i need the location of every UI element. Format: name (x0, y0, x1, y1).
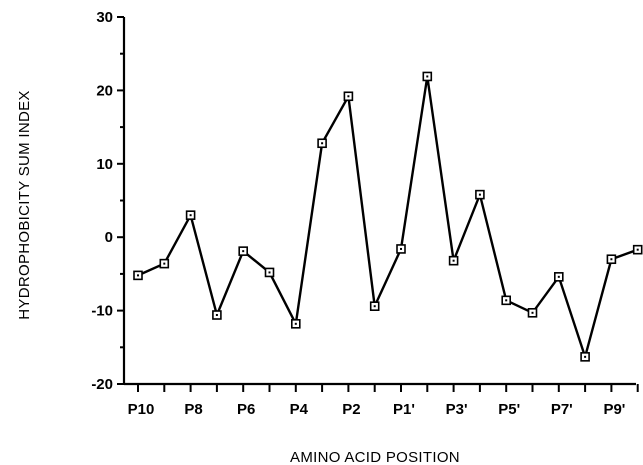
point-marker-dot (242, 250, 245, 253)
point-marker-dot (426, 75, 429, 78)
point-marker-dot (268, 271, 271, 274)
data-point (290, 319, 301, 329)
y-tick-label: 10 (96, 156, 113, 173)
point-marker-dot (505, 299, 508, 302)
point-marker-dot (557, 275, 560, 278)
series-line (137, 76, 639, 361)
x-tick-label: P4 (290, 401, 309, 418)
data-point (343, 91, 354, 102)
data-point (553, 272, 564, 282)
x-tick-label: P1' (393, 401, 415, 418)
point-marker-dot (584, 355, 587, 358)
y-tick-label: 0 (105, 229, 113, 246)
data-point (133, 270, 143, 281)
y-ticks: -20 -10 0 10 20 30 (91, 9, 124, 393)
x-tick-label: P2 (342, 401, 360, 418)
data-point (475, 189, 485, 200)
x-tick-label: P9' (603, 401, 625, 418)
data-point (580, 352, 590, 362)
x-tick-label: P10 (128, 401, 155, 418)
data-point (264, 267, 275, 278)
data-point (185, 210, 196, 220)
data-point (448, 255, 459, 266)
point-marker-dot (347, 95, 350, 98)
x-tick-label: P3' (446, 401, 468, 418)
point-marker-dot (373, 305, 376, 308)
point-marker-dot (137, 274, 139, 277)
point-marker-dot (189, 214, 192, 217)
data-points (133, 71, 643, 362)
data-point (159, 258, 170, 269)
y-axis-title: HYDROPHOBICITY SUM INDEX (16, 90, 33, 319)
data-series (137, 76, 639, 361)
data-point (606, 254, 617, 265)
x-ticks: P10 P8 P6 P4 P2 P1' P3' P5' P7' P9' (128, 384, 639, 418)
point-marker-dot (636, 248, 639, 251)
point-marker-dot (400, 247, 402, 250)
point-marker-dot (163, 262, 166, 265)
data-point (369, 301, 380, 311)
x-axis-title: AMINO ACID POSITION (290, 449, 460, 465)
y-tick-label: 30 (96, 9, 113, 26)
y-tick-label: -20 (91, 376, 113, 393)
data-point (212, 310, 222, 320)
point-marker-dot (294, 322, 297, 325)
data-point (527, 308, 538, 318)
y-tick-label: 20 (96, 82, 113, 99)
x-tick-label: P5' (498, 401, 520, 418)
x-tick-label: P8 (184, 401, 202, 418)
data-point (238, 246, 248, 256)
x-tick-label: P7' (551, 401, 573, 418)
x-tick-label: P6 (237, 401, 255, 418)
data-point (422, 71, 433, 82)
data-point (501, 295, 512, 306)
data-point (317, 138, 327, 149)
point-marker-dot (215, 314, 218, 317)
point-marker-dot (321, 142, 324, 145)
point-marker-dot (478, 193, 481, 196)
point-marker-dot (452, 259, 455, 262)
data-point (396, 244, 406, 254)
point-marker-dot (610, 258, 613, 261)
axes (122, 17, 636, 386)
data-point (632, 244, 643, 255)
y-tick-label: -10 (91, 303, 113, 320)
point-marker-dot (531, 311, 534, 314)
